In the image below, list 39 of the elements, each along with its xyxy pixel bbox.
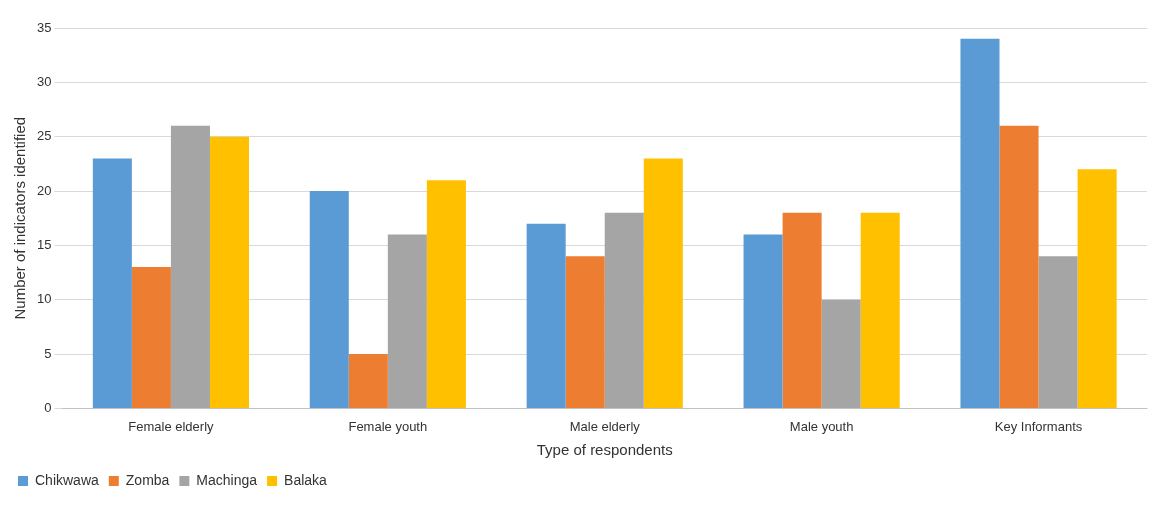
y-tick-label: 0 [44,399,52,415]
y-tick-label: 20 [36,182,52,198]
y-axis-title: Number of indicators identified [11,116,29,320]
y-tick-label: 5 [44,345,52,361]
bar [743,234,783,408]
legend-label: Balaka [284,471,328,488]
y-tick-label: 10 [36,291,52,307]
bar [860,212,900,408]
bar [170,125,210,408]
bar [821,299,861,408]
bar [643,158,683,408]
bar [1038,256,1078,408]
y-tick-label: 15 [36,236,52,252]
bar [999,125,1039,408]
x-tick-label: Male youth [789,418,854,434]
bar [565,256,605,408]
y-tick-label: 30 [36,73,52,89]
y-tick-label: 25 [36,128,52,144]
bar [387,234,427,408]
bar [604,212,644,408]
bar [960,38,1000,408]
bar [782,212,822,408]
x-tick-label: Male elderly [569,418,641,434]
bar [92,158,132,408]
x-tick-label: Female elderly [128,418,215,434]
legend-label: Machinga [196,471,258,488]
y-tick-label: 35 [36,19,52,35]
bar [1077,169,1117,408]
bar [131,267,171,408]
bar [209,136,249,408]
x-tick-label: Female youth [348,418,428,434]
bar [309,191,349,408]
bar [348,354,388,408]
legend-label: Chikwawa [35,471,100,488]
x-tick-label: Key Informants [994,418,1083,434]
x-axis-title: Type of respondents [536,441,673,459]
bar [426,180,466,408]
legend-label: Zomba [125,471,170,488]
bar [526,223,566,408]
